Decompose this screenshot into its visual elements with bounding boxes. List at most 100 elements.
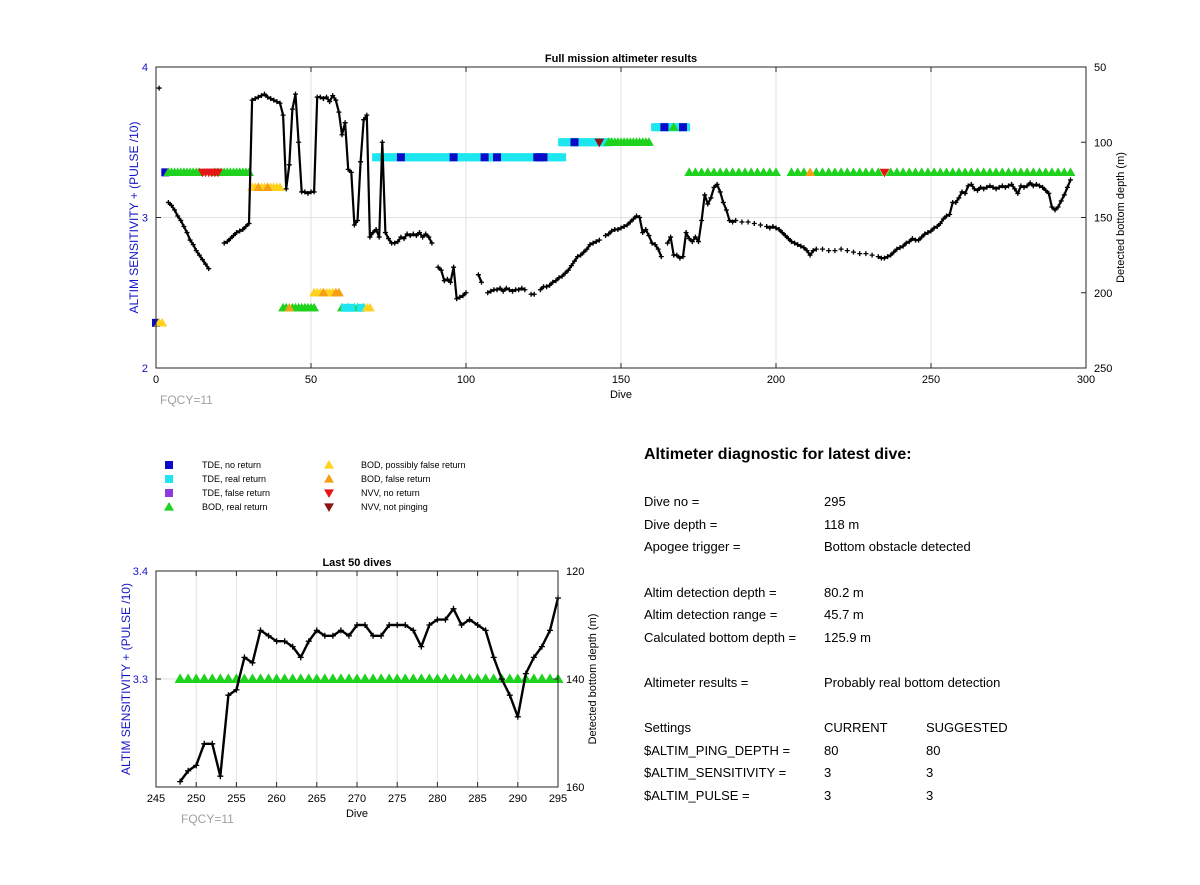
depth-point (522, 670, 529, 677)
altimeter-marker (333, 287, 344, 297)
altimeter-marker (823, 167, 834, 176)
depth-point (510, 288, 515, 294)
altimeter-marker (335, 673, 347, 684)
depth-point (289, 643, 296, 650)
depth-point (217, 773, 224, 780)
altimeter-marker (214, 673, 226, 684)
depth-point (987, 183, 993, 189)
depth-point (894, 246, 900, 252)
right-tick-label: 50 (1094, 62, 1106, 74)
depth-point (429, 240, 435, 246)
altimeter-marker (295, 673, 307, 684)
altim-range-row: Altim detection range = 45.7 m (644, 607, 1164, 625)
altimeter-marker (279, 673, 291, 684)
altimeter-marker (431, 673, 443, 684)
depth-point (665, 240, 670, 246)
depth-point (196, 252, 202, 258)
depth-point (947, 211, 953, 217)
depth-point (1002, 184, 1008, 190)
depth-point (770, 224, 776, 230)
legend-label: BOD, possibly false return (361, 460, 466, 470)
depth-point (572, 258, 577, 264)
depth-point (249, 97, 255, 103)
altimeter-marker (161, 168, 170, 177)
depth-point (696, 239, 701, 245)
depth-point (634, 213, 639, 219)
x-tick-label: 100 (457, 374, 475, 386)
depth-point (686, 236, 692, 242)
depth-point (1061, 192, 1067, 198)
left-axis-label: ALTIM SENSITIVITY + (PULSE /10) (127, 122, 141, 314)
x-tick-label: 245 (147, 793, 165, 805)
depth-point (257, 627, 264, 634)
depth-point (386, 622, 393, 628)
depth-point (584, 246, 590, 252)
depth-point (498, 676, 505, 682)
legend-marker (324, 460, 334, 469)
altimeter-marker (570, 138, 579, 147)
depth-point (621, 224, 627, 230)
legend-label: BOD, false return (361, 474, 431, 484)
depth-point (869, 252, 875, 258)
depth-point (450, 605, 457, 612)
depth-point (348, 169, 354, 175)
depth-point (444, 276, 450, 282)
altimeter-marker (643, 137, 654, 146)
altimeter-marker (594, 138, 605, 148)
depth-point (514, 713, 521, 720)
depth-point (804, 248, 810, 254)
altimeter-marker (415, 673, 427, 684)
depth-point (1015, 190, 1021, 196)
depth-point (417, 230, 422, 236)
depth-point (311, 189, 317, 195)
altimeter-marker (238, 673, 251, 684)
depth-point (345, 166, 351, 172)
depth-point (553, 278, 559, 284)
altimeter-marker (493, 153, 501, 162)
depth-point (324, 94, 329, 100)
depth-point (984, 184, 990, 190)
depth-point (615, 227, 621, 233)
altimeter-marker (1065, 167, 1076, 176)
x-tick-label: 265 (308, 793, 326, 805)
altimeter-marker (684, 167, 695, 176)
depth-point (723, 207, 729, 213)
legend-marker (324, 503, 334, 512)
depth-point (993, 186, 999, 192)
depth-point (637, 215, 643, 220)
depth-point (156, 85, 162, 91)
depth-point (795, 242, 801, 248)
x-tick-label: 270 (348, 793, 366, 805)
dive-depth-row: Dive depth = 118 m (644, 517, 1164, 535)
altimeter-marker (157, 317, 168, 327)
depth-point (337, 627, 344, 634)
depth-point (789, 239, 794, 245)
altimeter-marker (309, 302, 320, 312)
depth-point (280, 112, 286, 118)
depth-point (1018, 183, 1024, 189)
depth-point (801, 245, 807, 251)
depth-point (227, 236, 233, 242)
depth-point (575, 254, 581, 260)
depth-point (1027, 180, 1033, 186)
depth-point (184, 230, 190, 236)
depth-point (547, 282, 553, 288)
altimeter-marker (347, 303, 356, 312)
depth-point (172, 207, 178, 213)
depth-point (485, 290, 491, 296)
depth-point (362, 622, 369, 628)
depth-point (785, 236, 791, 242)
depth-point (240, 227, 246, 233)
depth-point (934, 224, 940, 230)
depth-point (1006, 183, 1011, 189)
x-tick-label: 200 (767, 374, 785, 386)
depth-point (776, 227, 782, 233)
depth-point (708, 195, 714, 201)
depth-point (209, 740, 216, 747)
depth-point (900, 243, 906, 249)
depth-point (764, 224, 770, 230)
depth-point (680, 254, 686, 260)
depth-point (438, 267, 444, 273)
depth-point (1043, 187, 1049, 193)
